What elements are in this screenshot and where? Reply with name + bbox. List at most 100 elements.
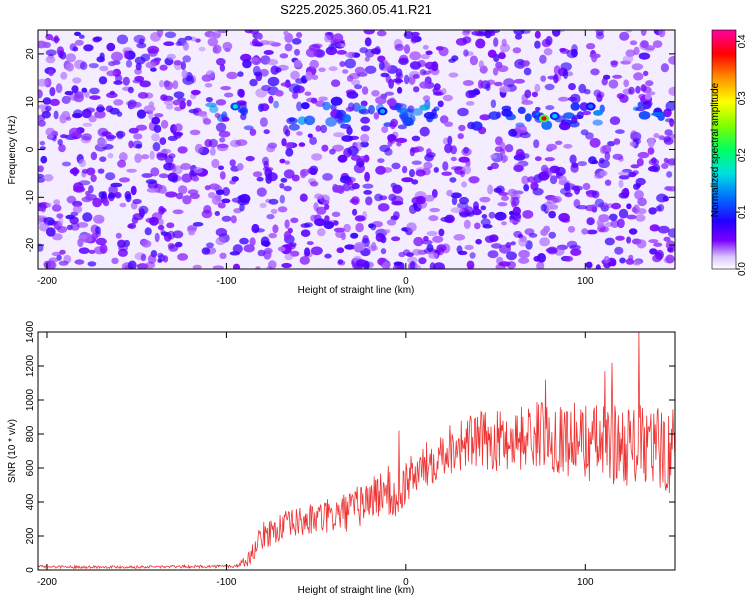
colorbar-gradient: [711, 29, 737, 270]
heatmap-cell: [219, 171, 226, 180]
heatmap-cell: [453, 234, 466, 241]
heatmap-cell: [204, 185, 211, 191]
heatmap-cell: [365, 196, 373, 206]
heatmap-cell: [323, 221, 335, 230]
heatmap-cell: [410, 37, 418, 44]
heatmap-cell: [268, 95, 274, 104]
heatmap-cell: [177, 146, 188, 154]
heatmap-cell: [666, 186, 675, 192]
heatmap-cell: [178, 185, 188, 195]
heatmap-cell: [364, 171, 370, 182]
heatmap-cell: [310, 246, 323, 256]
heatmap-cell: [535, 106, 541, 112]
snr-x-ticks: -200 -100 0 100: [37, 332, 594, 588]
heatmap-cell: [663, 135, 671, 143]
heatmap-cell: [125, 194, 132, 203]
snr-x-tick-label: 0: [403, 577, 409, 588]
heatmap-cell: [288, 123, 300, 131]
heatmap-cell: [546, 197, 558, 205]
heatmap-cell: [94, 110, 106, 119]
heatmap-cell: [561, 218, 571, 223]
heatmap-cell: [391, 162, 401, 170]
heatmap-cell: [429, 207, 441, 213]
heatmap-cell: [174, 123, 183, 132]
heatmap-cell: [300, 102, 310, 110]
heatmap-cell: [380, 248, 387, 255]
heatmap-cell: [523, 67, 532, 76]
snr-y-tick-label: 400: [25, 493, 36, 510]
heatmap-cell: [284, 253, 294, 261]
heatmap-cell: [558, 96, 569, 102]
heatmap-cell: [51, 251, 62, 257]
heatmap-cell: [563, 255, 574, 262]
heatmap-cell: [392, 184, 403, 194]
heatmap-cell: [135, 62, 142, 71]
heatmap-cell: [288, 83, 301, 94]
heatmap-cell: [612, 74, 623, 79]
heatmap-cell: [491, 243, 502, 249]
heatmap-cell: [338, 154, 348, 163]
heatmap-cells: [38, 30, 675, 269]
heatmap-cell: [363, 30, 375, 35]
heatmap-cell: [492, 67, 499, 76]
heatmap-cell: [544, 157, 555, 162]
heatmap-cell: [423, 161, 433, 170]
heatmap-cell: [330, 79, 341, 87]
heatmap-cell: [346, 126, 353, 135]
heatmap-cell: [450, 207, 463, 214]
heatmap-cell: [534, 30, 541, 39]
heatmap-cell: [364, 65, 377, 75]
heatmap-cell: [58, 217, 64, 227]
heatmap-cell: [413, 236, 424, 247]
heatmap-cell: [49, 98, 60, 106]
heatmap-cell: [585, 261, 593, 269]
heatmap-cell: [647, 91, 656, 96]
heatmap-cell: [391, 236, 401, 242]
colorbar-label: Normalized spectral amplitude: [710, 82, 721, 217]
heatmap-cell: [236, 163, 244, 171]
heatmap-y-tick-label: -10: [25, 190, 36, 205]
heatmap-cell: [360, 133, 370, 143]
heatmap-cell: [628, 86, 635, 95]
heatmap-cell: [221, 198, 231, 204]
heatmap-cell: [215, 122, 227, 133]
heatmap-cell: [489, 154, 498, 159]
heatmap-cell: [523, 184, 530, 192]
heatmap-cell: [214, 112, 221, 118]
heatmap-cell: [571, 162, 579, 168]
heatmap-cell: [579, 102, 589, 112]
heatmap-cell: [617, 218, 625, 229]
heatmap-cell: [207, 37, 219, 47]
heatmap-cell: [593, 173, 604, 180]
colorbar-tick-label: 0.4: [737, 34, 748, 48]
heatmap-cell: [363, 190, 373, 195]
heatmap-cell: [45, 127, 55, 137]
heatmap-cell: [163, 41, 175, 46]
heatmap-cell: [395, 79, 404, 83]
heatmap-cell: [263, 247, 273, 255]
heatmap-cell: [395, 72, 404, 80]
heatmap-cell: [521, 100, 534, 105]
heatmap-cell: [394, 102, 401, 111]
heatmap-cell: [296, 101, 303, 112]
heatmap-cell: [636, 158, 644, 167]
heatmap-cell: [462, 36, 472, 44]
heatmap-cell: [43, 174, 54, 182]
snr-x-tick-label: -200: [37, 577, 57, 588]
heatmap-cell: [208, 192, 216, 199]
heatmap-cell: [352, 208, 358, 216]
heatmap-cell: [267, 172, 278, 182]
heatmap-cell: [160, 148, 172, 154]
heatmap-cell: [463, 146, 469, 154]
heatmap-cell: [652, 40, 663, 48]
heatmap-cell: [113, 80, 123, 85]
heatmap-cell: [309, 167, 318, 175]
heatmap-cell: [571, 44, 578, 54]
heatmap-cell: [668, 86, 675, 96]
heatmap-cell: [159, 80, 165, 88]
heatmap-cell: [364, 37, 372, 47]
heatmap-cell: [85, 190, 91, 196]
heatmap-cell: [90, 174, 97, 183]
heatmap-cell: [38, 243, 44, 252]
heatmap-cell: [266, 144, 276, 153]
